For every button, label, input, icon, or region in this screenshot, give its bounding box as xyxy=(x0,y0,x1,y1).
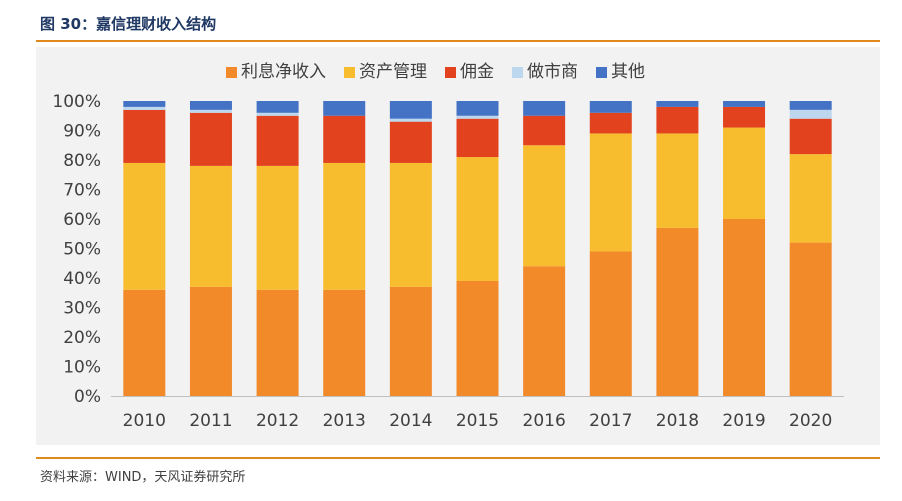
bar-segment-series-4-2010 xyxy=(123,101,166,107)
bar-segment-series-1-2015 xyxy=(456,157,499,281)
legend-label-series-4: 其他 xyxy=(611,62,645,82)
y-tick-label: 80% xyxy=(63,151,101,171)
bar-segment-series-3-2010 xyxy=(123,106,166,110)
y-tick-label: 10% xyxy=(63,358,101,378)
bar-segment-series-0-2017 xyxy=(589,251,632,396)
legend-label-series-3: 做市商 xyxy=(527,62,578,82)
x-tick-label: 2014 xyxy=(389,411,432,431)
legend-swatch-series-3 xyxy=(512,67,523,78)
bar-segment-series-4-2019 xyxy=(723,101,766,107)
legend-swatch-series-0 xyxy=(226,67,237,78)
bar-segment-series-1-2012 xyxy=(256,165,299,290)
x-tick-label: 2013 xyxy=(323,411,366,431)
bar-segment-series-4-2017 xyxy=(589,101,632,113)
y-tick-label: 100% xyxy=(52,92,101,112)
bar-segment-series-2-2016 xyxy=(523,115,566,146)
bottom-rule xyxy=(36,457,880,459)
x-tick-label: 2017 xyxy=(589,411,632,431)
bar-segment-series-3-2015 xyxy=(456,115,499,119)
bar-segment-series-1-2013 xyxy=(323,162,366,290)
legend-swatch-series-4 xyxy=(596,67,607,78)
bar-segment-series-2-2019 xyxy=(723,106,766,128)
bar-segment-series-0-2016 xyxy=(523,266,566,396)
y-tick-label: 60% xyxy=(63,210,101,230)
bar-segment-series-4-2013 xyxy=(323,101,366,116)
bar-segment-series-0-2011 xyxy=(189,286,232,396)
bar-segment-series-3-2014 xyxy=(389,118,432,122)
bar-segment-series-4-2011 xyxy=(189,101,232,110)
bar-segment-series-4-2018 xyxy=(656,101,699,107)
legend-swatch-series-1 xyxy=(344,67,355,78)
bar-segment-series-1-2016 xyxy=(523,145,566,267)
bar-segment-series-1-2020 xyxy=(789,154,832,243)
y-tick-label: 50% xyxy=(63,240,101,260)
y-tick-label: 40% xyxy=(63,269,101,289)
bar-segment-series-0-2013 xyxy=(323,289,366,396)
x-tick-label: 2019 xyxy=(722,411,765,431)
stacked-bar-chart: 利息净收入 资产管理 佣金 做市商 其他 0% 10% 20% 30% 40% 50% 60% 70% 8… xyxy=(52,62,844,431)
source-note: 资料来源：WIND，天风证券研究所 xyxy=(40,470,246,485)
bar-segment-series-1-2018 xyxy=(656,133,699,228)
bar-segment-series-2-2015 xyxy=(456,118,499,158)
y-tick-label: 30% xyxy=(63,299,101,319)
bar-segment-series-1-2019 xyxy=(723,127,766,219)
legend-label-series-1: 资产管理 xyxy=(359,62,427,82)
bar-segment-series-0-2018 xyxy=(656,227,699,396)
bar-segment-series-0-2010 xyxy=(123,289,166,396)
legend-swatch-series-2 xyxy=(445,67,456,78)
legend-label-series-0: 利息净收入 xyxy=(241,62,326,82)
bar-segment-series-4-2015 xyxy=(456,101,499,116)
top-rule xyxy=(36,40,880,42)
bar-segment-series-0-2019 xyxy=(723,219,766,396)
y-tick-label: 70% xyxy=(63,181,101,201)
figure-title: 图 30：嘉信理财收入结构 xyxy=(40,15,217,33)
bar-segment-series-1-2014 xyxy=(389,162,432,287)
x-tick-label: 2020 xyxy=(789,411,832,431)
bar-segment-series-1-2010 xyxy=(123,162,166,290)
y-tick-label: 20% xyxy=(63,328,101,348)
bar-segment-series-3-2012 xyxy=(256,112,299,116)
legend-label-series-2: 佣金 xyxy=(460,62,494,82)
bar-segment-series-0-2014 xyxy=(389,286,432,396)
x-tick-label: 2010 xyxy=(123,411,166,431)
bar-segment-series-2-2018 xyxy=(656,106,699,134)
chart-panel: 利息净收入 资产管理 佣金 做市商 其他 0% 10% 20% 30% 40% 50% 60% 70% 8… xyxy=(36,47,880,445)
bar-segment-series-0-2015 xyxy=(456,280,499,396)
bar-segment-series-2-2020 xyxy=(789,118,832,155)
x-tick-label: 2015 xyxy=(456,411,499,431)
bar-segment-series-3-2011 xyxy=(189,109,232,113)
bar-segment-series-0-2020 xyxy=(789,242,832,396)
bar-segment-series-1-2011 xyxy=(189,165,232,287)
x-tick-label: 2018 xyxy=(656,411,699,431)
bar-segment-series-2-2010 xyxy=(123,109,166,163)
bar-segment-series-4-2020 xyxy=(789,101,832,110)
bar-segment-series-4-2014 xyxy=(389,101,432,119)
x-tick-label: 2016 xyxy=(523,411,566,431)
bar-segment-series-3-2020 xyxy=(789,109,832,119)
x-tick-label: 2011 xyxy=(189,411,232,431)
bar-segment-series-2-2017 xyxy=(589,112,632,134)
bar-segment-series-1-2017 xyxy=(589,133,632,252)
bar-segment-series-2-2012 xyxy=(256,115,299,166)
bar-segment-series-4-2016 xyxy=(523,101,566,116)
bar-segment-series-4-2012 xyxy=(256,101,299,113)
bar-segment-series-2-2014 xyxy=(389,121,432,163)
bar-segment-series-0-2012 xyxy=(256,289,299,396)
bar-segment-series-2-2013 xyxy=(323,115,366,163)
x-tick-label: 2012 xyxy=(256,411,299,431)
y-tick-label: 90% xyxy=(63,122,101,142)
y-tick-label: 0% xyxy=(74,387,101,407)
bar-segment-series-2-2011 xyxy=(189,112,232,166)
